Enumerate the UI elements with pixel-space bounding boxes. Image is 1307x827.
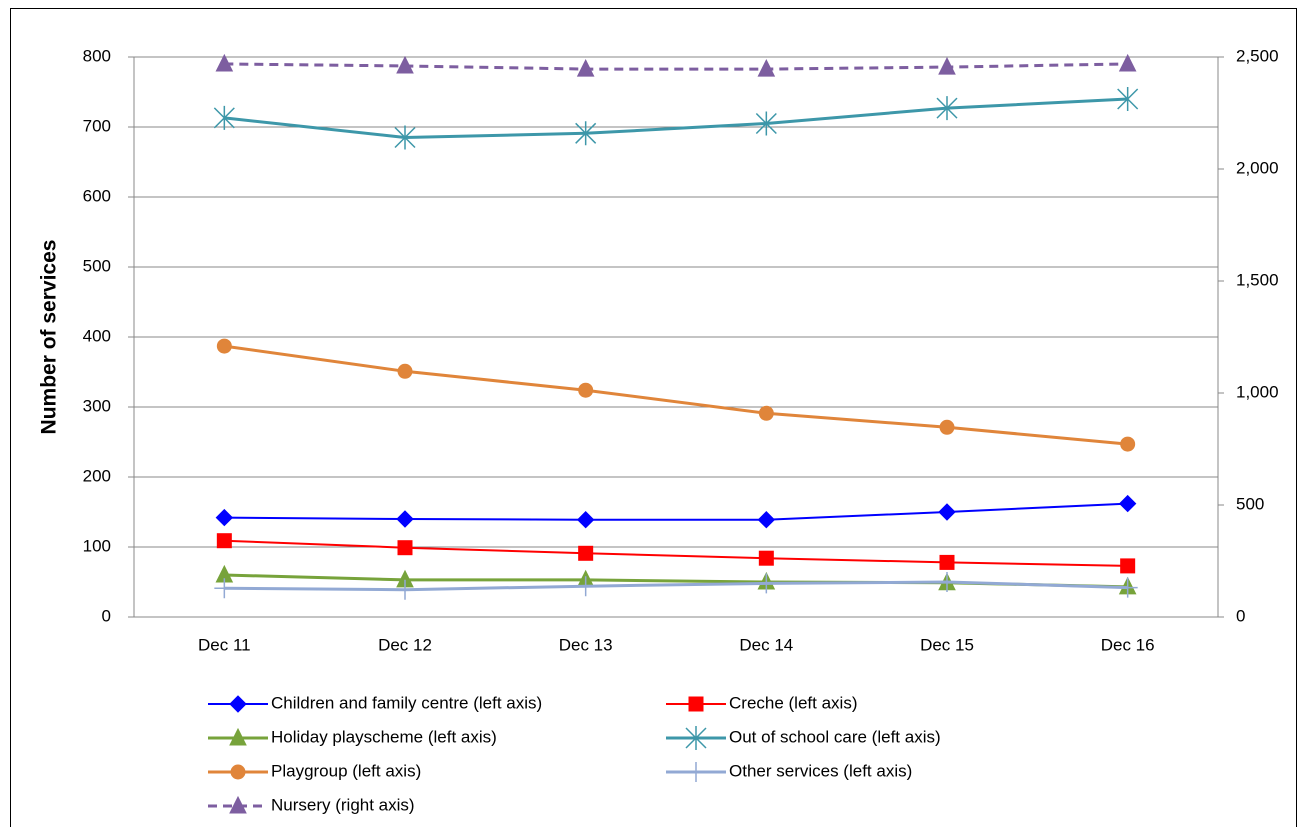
chart-border <box>10 8 1297 827</box>
data-point <box>396 510 414 528</box>
legend-marker <box>229 795 247 814</box>
y-tick-label: 400 <box>83 326 111 345</box>
data-point <box>938 503 956 521</box>
y2-tick-label: 2,500 <box>1236 46 1279 65</box>
legend-label: Holiday playscheme (left axis) <box>271 727 497 746</box>
data-point <box>215 508 234 527</box>
data-point <box>939 419 955 435</box>
data-point <box>216 533 232 549</box>
legend-label: Other services (left axis) <box>729 761 912 780</box>
y-tick-label: 800 <box>83 46 111 65</box>
data-point <box>755 111 777 136</box>
y-tick-label: 600 <box>83 186 111 205</box>
y-tick-label: 700 <box>83 116 111 135</box>
y2-tick-label: 1,000 <box>1236 382 1279 401</box>
data-point <box>397 540 413 556</box>
legend-label: Playgroup (left axis) <box>271 761 421 780</box>
legend-marker <box>685 726 707 750</box>
data-point <box>575 121 597 146</box>
y-tick-label: 300 <box>83 396 111 415</box>
legend-label: Nursery (right axis) <box>271 795 415 814</box>
legend-marker <box>229 695 247 713</box>
y-axis-title: Number of services <box>38 240 61 435</box>
y2-tick-label: 2,000 <box>1236 158 1279 177</box>
data-point <box>1118 494 1137 513</box>
legend-label: Children and family centre (left axis) <box>271 693 542 712</box>
y-tick-label: 500 <box>83 256 111 275</box>
x-tick-label: Dec 12 <box>378 635 432 654</box>
y2-tick-label: 500 <box>1236 494 1264 513</box>
y-tick-label: 200 <box>83 466 111 485</box>
data-point <box>758 550 774 566</box>
data-point <box>214 578 235 599</box>
data-point <box>1117 87 1139 111</box>
data-point <box>936 96 958 121</box>
data-point <box>1120 436 1136 452</box>
data-point <box>1117 577 1138 598</box>
legend-marker <box>229 727 247 746</box>
data-point <box>576 58 595 77</box>
data-point <box>216 338 232 354</box>
data-point <box>756 573 777 594</box>
y-tick-label: 0 <box>102 606 111 625</box>
data-point <box>213 105 235 130</box>
data-point <box>758 405 774 421</box>
x-tick-label: Dec 16 <box>1101 635 1155 654</box>
data-point <box>396 55 414 74</box>
data-point <box>575 576 596 597</box>
x-tick-label: Dec 13 <box>559 635 613 654</box>
data-point <box>937 572 957 592</box>
data-point <box>394 125 416 150</box>
legend-marker <box>230 764 246 780</box>
x-tick-label: Dec 15 <box>920 635 974 654</box>
data-point <box>397 363 413 379</box>
data-point <box>938 56 956 75</box>
series-line <box>224 62 1128 71</box>
data-point <box>578 545 594 561</box>
data-point <box>576 510 595 529</box>
data-point <box>215 53 234 72</box>
series-line <box>224 580 1128 592</box>
data-point <box>1118 53 1137 72</box>
x-tick-label: Dec 14 <box>739 635 793 654</box>
series-line <box>224 502 1128 521</box>
data-point <box>1120 558 1136 574</box>
data-point <box>757 510 776 529</box>
legend-marker <box>686 762 706 782</box>
x-tick-label: Dec 11 <box>198 635 251 654</box>
data-point <box>578 382 594 398</box>
y2-tick-label: 1,500 <box>1236 270 1279 289</box>
legend-label: Out of school care (left axis) <box>729 727 941 746</box>
legend-marker <box>688 696 704 712</box>
y-tick-label: 100 <box>83 536 111 555</box>
data-point <box>939 554 955 570</box>
series-line <box>224 539 1128 567</box>
data-point <box>395 579 415 600</box>
legend-label: Creche (left axis) <box>729 693 857 712</box>
y2-tick-label: 0 <box>1236 606 1245 625</box>
data-point <box>757 58 776 77</box>
series-line <box>224 97 1128 140</box>
series-line <box>224 344 1128 446</box>
